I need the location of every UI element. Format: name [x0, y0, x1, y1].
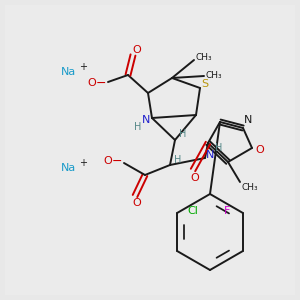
Text: Na: Na	[60, 163, 76, 173]
Text: +: +	[79, 62, 87, 72]
FancyBboxPatch shape	[5, 5, 295, 295]
Text: Na: Na	[60, 67, 76, 77]
Text: O: O	[190, 173, 200, 183]
Text: N: N	[142, 115, 150, 125]
Text: O: O	[256, 145, 264, 155]
Text: O: O	[88, 78, 96, 88]
Text: N: N	[206, 150, 214, 160]
Text: −: −	[112, 154, 122, 167]
Text: +: +	[79, 158, 87, 168]
Text: −: −	[96, 76, 106, 89]
Text: Cl: Cl	[188, 206, 199, 216]
Text: CH₃: CH₃	[242, 182, 258, 191]
Text: N: N	[244, 115, 252, 125]
Text: H: H	[179, 129, 187, 139]
Text: CH₃: CH₃	[206, 71, 222, 80]
Text: O: O	[133, 198, 141, 208]
Text: O: O	[103, 156, 112, 166]
Text: S: S	[201, 79, 208, 89]
Text: H: H	[174, 155, 182, 165]
Text: CH₃: CH₃	[196, 52, 212, 62]
Text: F: F	[224, 206, 230, 216]
Text: H: H	[134, 122, 142, 132]
Text: O: O	[133, 45, 141, 55]
Text: H: H	[215, 143, 223, 153]
